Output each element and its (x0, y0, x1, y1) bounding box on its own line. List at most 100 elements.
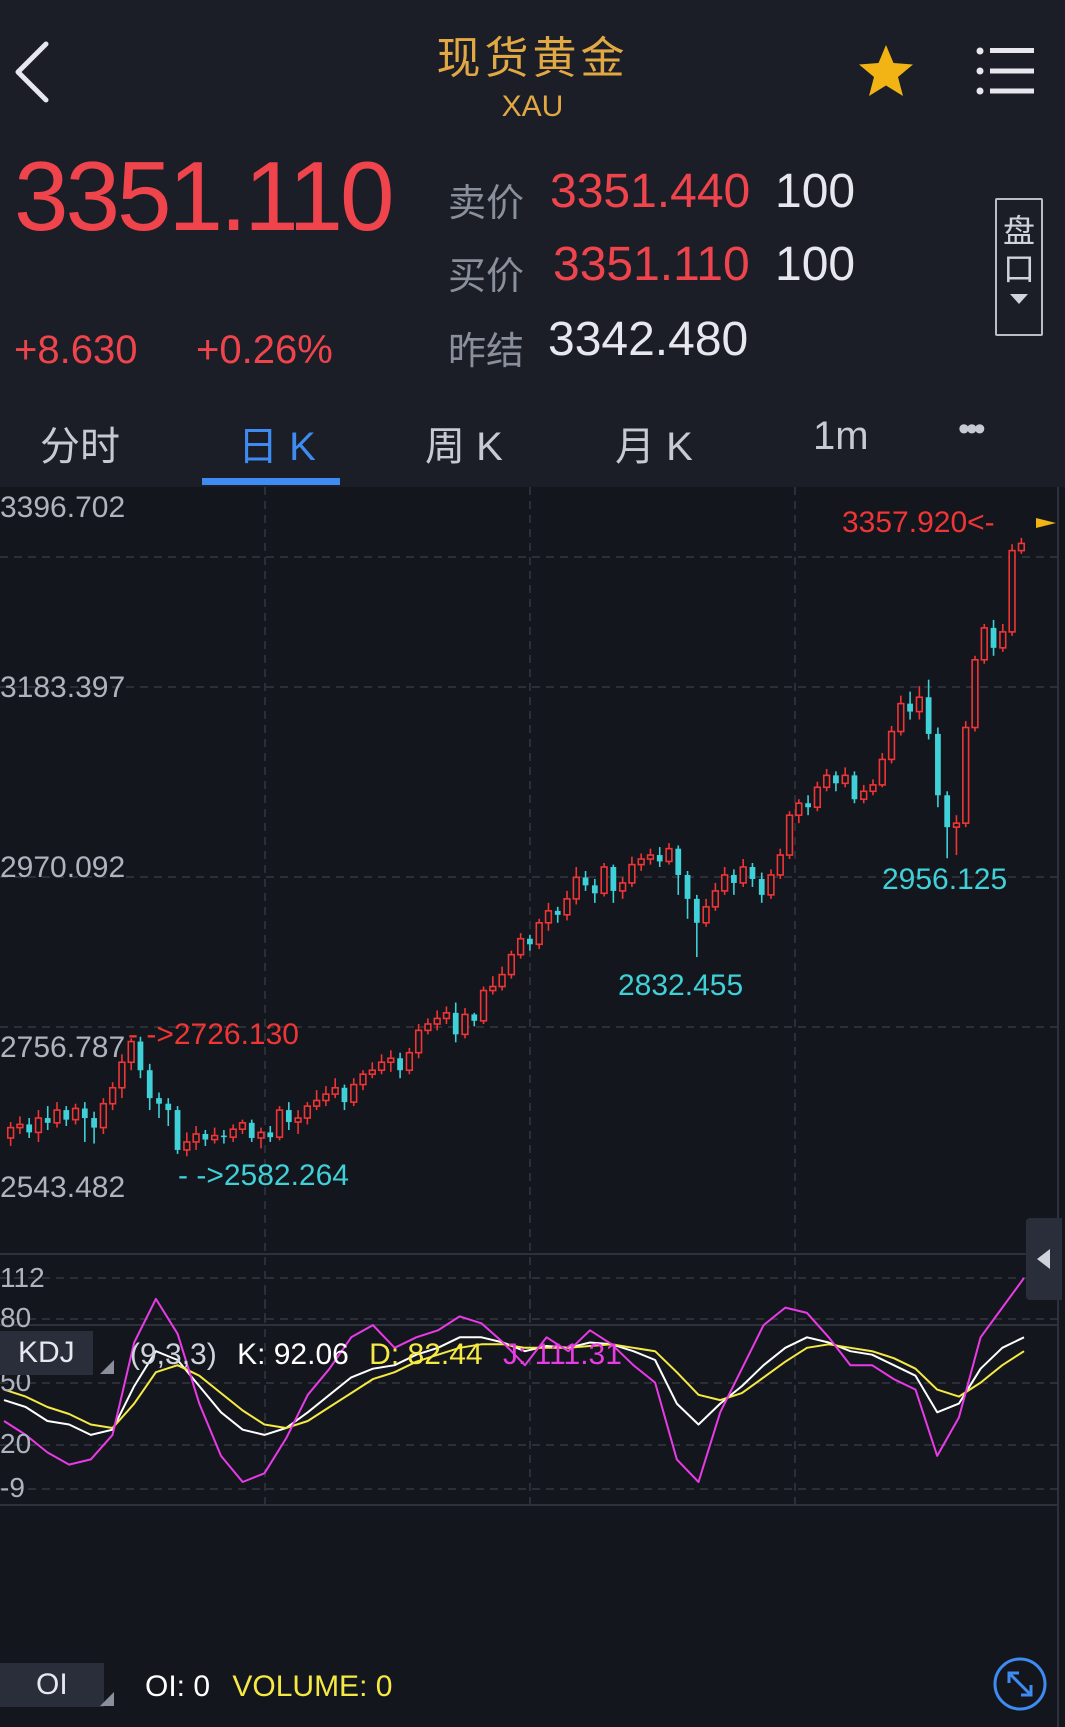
price-change-percent: +0.26% (196, 328, 333, 372)
kdj-y-tick-1: 112 (0, 1262, 45, 1293)
candle-body (749, 866, 756, 879)
candle-body (377, 1061, 386, 1072)
oi-values: OI: 0 VOLUME: 0 (145, 1670, 392, 1704)
candle-body (221, 1135, 227, 1138)
period-tabs: 分时 日 K 周 K 月 K 1m ••• (0, 392, 1065, 487)
candle-body (915, 696, 924, 713)
candle-body (665, 847, 673, 863)
candle-body (257, 1131, 265, 1139)
tab-daily-k[interactable]: 日 K (238, 425, 316, 469)
candle-body (785, 814, 794, 856)
low-annotation-1: - ->2582.264 (178, 1159, 349, 1192)
candle-body (952, 822, 961, 828)
menu-list-icon[interactable] (976, 45, 1034, 97)
candle-body (860, 790, 868, 801)
candle-body (600, 866, 608, 895)
favorite-star-icon[interactable] (856, 42, 916, 102)
high-annotation: 3357.920<- (842, 506, 995, 539)
candle-body (822, 774, 831, 789)
high-annotation-2: - ->2726.130 (128, 1018, 299, 1051)
kdj-j-line (3, 1277, 1025, 1483)
candle-body (813, 786, 822, 809)
tab-intraday[interactable]: 分时 (40, 425, 120, 469)
caret-left-icon (1037, 1249, 1050, 1269)
side-panel-handle[interactable] (1026, 1218, 1062, 1300)
candle-body (897, 702, 905, 733)
candle-body (1008, 549, 1016, 633)
candle-body (962, 726, 970, 824)
candle-body (99, 1102, 108, 1129)
candle-body (303, 1105, 312, 1119)
candle-body (907, 703, 913, 712)
candle-body (322, 1093, 330, 1102)
candle-body (1017, 542, 1026, 552)
oi-indicator-selector[interactable]: OI (0, 1663, 104, 1707)
bid-label: 买价 (448, 256, 525, 298)
y-tick-4: 2756.787 (0, 1031, 125, 1064)
kdj-grid (0, 1277, 1058, 1490)
candlestick-series (6, 537, 1026, 1157)
candle-body (999, 631, 1007, 649)
tab-monthly-k[interactable]: 月 K (615, 425, 693, 469)
current-price-marker (1036, 518, 1056, 528)
candle-body (805, 803, 811, 808)
tab-1m[interactable]: 1m (813, 414, 869, 458)
candle-body (479, 989, 488, 1022)
candle-body (183, 1141, 191, 1151)
candle-body (554, 910, 561, 915)
back-arrow-icon[interactable] (10, 38, 60, 108)
candle-body (229, 1128, 237, 1138)
volume-value: VOLUME: 0 (232, 1670, 393, 1703)
oi-value: OI: 0 (145, 1670, 211, 1703)
candle-body (192, 1133, 200, 1143)
tab-weekly-k[interactable]: 周 K (425, 425, 503, 469)
pankou-char-1: 盘 (1002, 213, 1035, 249)
candle-body (424, 1023, 432, 1032)
y-tick-5: 2543.482 (0, 1171, 125, 1204)
candle-body (795, 802, 803, 816)
candle-body (684, 874, 691, 899)
price-grid-vertical (264, 487, 796, 1507)
order-book-toggle[interactable]: 盘 口 (995, 198, 1043, 336)
kdj-indicator-selector[interactable]: KDJ (0, 1331, 93, 1375)
candle-body (711, 890, 720, 908)
tab-more[interactable]: ••• (958, 410, 986, 448)
kdj-k-value: K: 92.06 (237, 1338, 349, 1371)
kdj-y-tick-2: 80 (0, 1302, 31, 1333)
ask-price: 3351.440 (550, 165, 751, 218)
candle-body (869, 784, 877, 793)
candle-body (118, 1061, 126, 1089)
candle-body (544, 910, 553, 924)
candle-body (174, 1110, 181, 1150)
candle-body (878, 758, 886, 786)
candle-body (359, 1073, 367, 1086)
prev-close-value: 3342.480 (548, 313, 749, 366)
candle-body (137, 1041, 144, 1071)
price-change: +8.630 (14, 328, 138, 372)
candle-body (610, 866, 617, 891)
candle-body (851, 775, 858, 800)
candle-body (702, 906, 710, 924)
kdj-j-value: J: 111.31 (502, 1338, 622, 1371)
candle-body (210, 1134, 219, 1141)
candle-body (637, 858, 645, 866)
candle-body (238, 1122, 247, 1131)
price-grid (0, 556, 1058, 1028)
prev-close-label: 昨结 (448, 331, 525, 373)
candle-body (442, 1012, 451, 1020)
candle-body (498, 973, 506, 988)
candle-body (675, 848, 682, 875)
bid-volume: 100 (775, 238, 856, 291)
kdj-y-tick-5: -9 (0, 1472, 25, 1503)
candle-body (489, 985, 497, 992)
ask-volume: 100 (775, 165, 856, 218)
selector-corner-icon (100, 1360, 114, 1374)
chart-canvas[interactable]: 3396.702 3183.397 2970.092 2756.787 2543… (0, 487, 1065, 1727)
fullscreen-expand-icon[interactable] (992, 1656, 1048, 1712)
kdj-values: (9,3,3) K: 92.06 D: 82.44 J: 111.31 (130, 1338, 622, 1372)
candle-body (527, 938, 533, 945)
y-tick-2: 3183.397 (0, 671, 125, 704)
candle-body (368, 1069, 376, 1076)
candle-body (693, 898, 700, 923)
last-price: 3351.110 (14, 141, 394, 251)
